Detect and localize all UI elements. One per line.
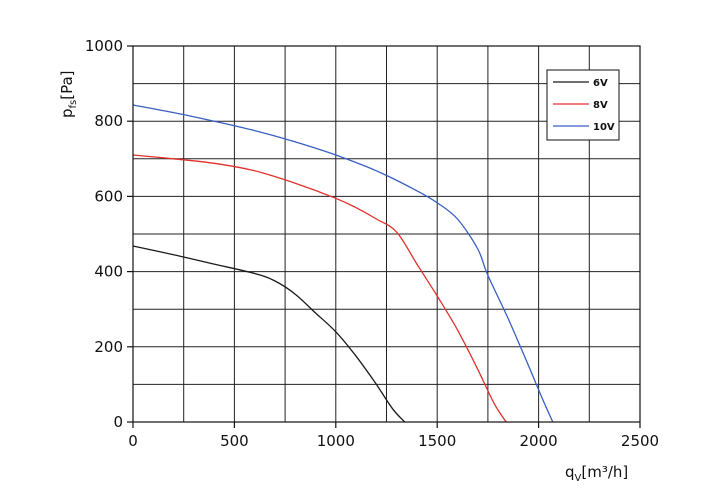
x-axis-label: qV[m³/h] <box>565 463 628 484</box>
series-line-8v <box>132 154 507 423</box>
y-tick-label: 200 <box>94 338 123 356</box>
y-axis-label-main: p <box>58 108 76 118</box>
series-line-10v <box>132 104 554 423</box>
x-tick-label: 500 <box>220 432 249 450</box>
y-tick-label: 0 <box>113 413 123 431</box>
y-axis-label-unit: [Pa] <box>58 70 76 99</box>
y-tick-labels: 0 200 400 600 800 1000 <box>85 37 133 431</box>
x-tick-labels: 0 500 1000 1500 2000 2500 <box>128 422 659 450</box>
x-axis-label-main: q <box>565 463 575 481</box>
y-axis-label: pfs[Pa] <box>58 70 79 118</box>
legend-label-8v: 8V <box>593 100 608 111</box>
y-tick-label: 800 <box>94 112 123 130</box>
x-tick-label: 1000 <box>317 432 355 450</box>
x-axis-label-sub: V <box>575 473 582 484</box>
y-tick-label: 600 <box>94 187 123 205</box>
y-tick-label: 1000 <box>85 37 123 55</box>
plot-frame <box>132 45 641 423</box>
series-line-6v <box>132 245 406 423</box>
x-tick-label: 2000 <box>520 432 558 450</box>
legend-label-10v: 10V <box>593 122 615 133</box>
y-tick-label: 400 <box>94 263 123 281</box>
legend: 6V 8V 10V <box>546 69 620 141</box>
x-tick-label: 0 <box>128 432 138 450</box>
y-axis-label-sub: fs <box>68 100 79 109</box>
x-axis-label-unit: [m³/h] <box>581 463 628 481</box>
x-tick-label: 1500 <box>418 432 456 450</box>
legend-label-6v: 6V <box>593 78 608 89</box>
grid <box>133 46 640 422</box>
series-layer <box>132 104 554 423</box>
x-tick-label: 2500 <box>621 432 659 450</box>
